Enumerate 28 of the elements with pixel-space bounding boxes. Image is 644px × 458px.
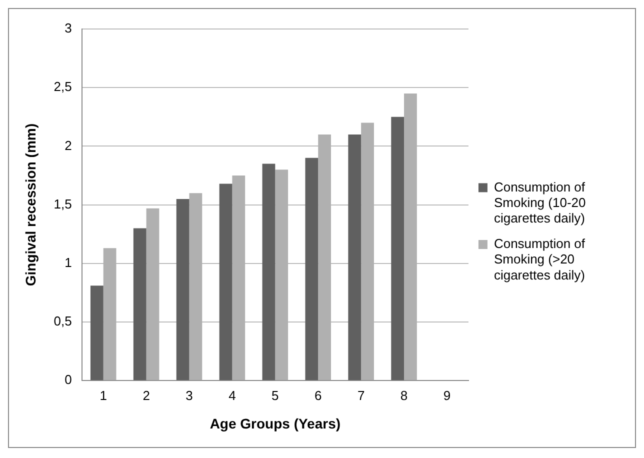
y-tick-label: 3: [64, 20, 72, 36]
legend-label: Consumption of Smoking (10-20 cigarettes daily): [494, 179, 586, 226]
x-tick-label: 5: [272, 388, 279, 403]
bar: [90, 286, 104, 380]
bar: [262, 164, 276, 380]
y-tick-label: 1: [64, 254, 72, 270]
y-tick-label: 2: [64, 138, 72, 153]
y-tick-label: 0: [64, 372, 72, 388]
x-tick-label: 8: [400, 388, 408, 403]
x-tick-label: 6: [314, 388, 322, 403]
x-tick-label: 3: [186, 388, 193, 403]
y-tick-label: 0,5: [54, 314, 72, 329]
legend-label: Consumption of Smoking (>20 cigarettes daily): [494, 236, 586, 282]
y-tick-label: 1,5: [54, 196, 72, 212]
x-axis-title: Age Groups (Years): [210, 415, 341, 432]
x-tick-label: 7: [357, 388, 365, 403]
bar: [133, 228, 146, 380]
bar: [219, 184, 232, 380]
bar: [348, 134, 362, 380]
y-axis-title: Gingival recession (mm): [22, 123, 38, 286]
bar: [305, 158, 318, 380]
x-tick-label: 2: [142, 388, 150, 403]
y-tick-label: 2,5: [54, 79, 72, 94]
x-tick-label: 9: [443, 388, 451, 403]
x-tick-label: 4: [228, 388, 236, 403]
bar: [176, 198, 190, 380]
bar: [391, 116, 404, 380]
x-tick-label: 1: [100, 388, 107, 403]
